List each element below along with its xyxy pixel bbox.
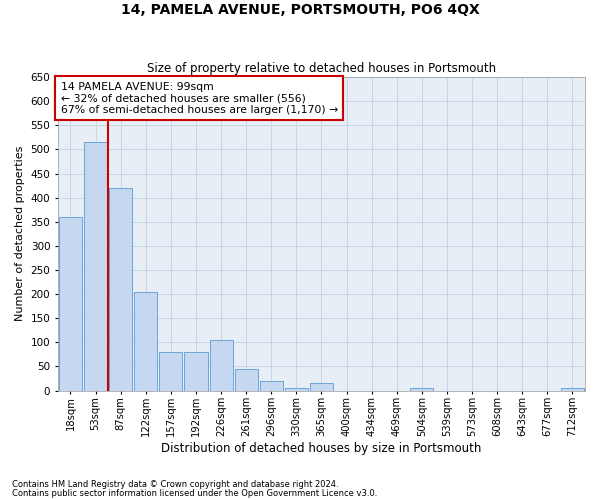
Bar (410, 388, 433, 390)
Bar (84, 142, 107, 390)
Text: 14, PAMELA AVENUE, PORTSMOUTH, PO6 4QX: 14, PAMELA AVENUE, PORTSMOUTH, PO6 4QX (121, 2, 479, 16)
X-axis label: Distribution of detached houses by size in Portsmouth: Distribution of detached houses by size … (161, 442, 482, 455)
Bar (310, 384, 333, 390)
Text: Contains HM Land Registry data © Crown copyright and database right 2024.: Contains HM Land Registry data © Crown c… (12, 480, 338, 489)
Text: 14 PAMELA AVENUE: 99sqm
← 32% of detached houses are smaller (556)
67% of semi-d: 14 PAMELA AVENUE: 99sqm ← 32% of detache… (61, 82, 338, 115)
Bar (209, 340, 233, 390)
Bar (109, 188, 132, 390)
Bar (59, 217, 82, 390)
Bar (260, 381, 283, 390)
Bar (134, 292, 157, 390)
Bar (184, 352, 208, 391)
Bar (561, 388, 584, 390)
Y-axis label: Number of detached properties: Number of detached properties (15, 146, 25, 322)
Text: Contains public sector information licensed under the Open Government Licence v3: Contains public sector information licen… (12, 488, 377, 498)
Bar (160, 352, 182, 391)
Bar (285, 388, 308, 390)
Bar (235, 369, 258, 390)
Title: Size of property relative to detached houses in Portsmouth: Size of property relative to detached ho… (147, 62, 496, 74)
